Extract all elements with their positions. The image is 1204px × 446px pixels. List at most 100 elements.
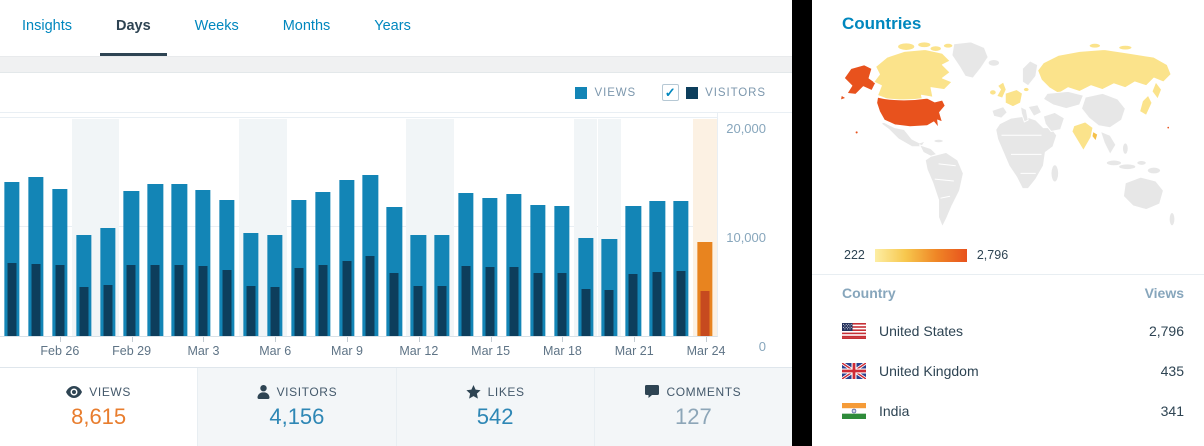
bar-mar-1[interactable] — [143, 113, 167, 336]
bar-mar-4[interactable] — [215, 113, 239, 336]
y-tick-label: 20,000 — [726, 121, 766, 136]
countries-title: Countries — [842, 14, 922, 33]
x-tick — [490, 337, 492, 342]
bar-feb-25[interactable] — [24, 113, 48, 336]
bar-mar-13[interactable] — [430, 113, 454, 336]
country-row-us[interactable]: United States 2,796 — [842, 311, 1184, 351]
summary-label: VIEWS — [66, 385, 131, 399]
bar-mar-2[interactable] — [167, 113, 191, 336]
bar-mar-20[interactable] — [598, 113, 622, 336]
bar-feb-26[interactable] — [48, 113, 72, 336]
x-tick-label: Mar 24 — [686, 344, 726, 358]
bar-feb-28[interactable] — [96, 113, 120, 336]
visitors-bar — [604, 290, 614, 336]
map-india — [1071, 121, 1094, 152]
country-column-header: Country — [842, 285, 896, 301]
bar-feb-29[interactable] — [120, 113, 144, 336]
panel-divider — [792, 0, 812, 446]
chart-legend: VIEWS ✓ VISITORS — [0, 73, 792, 113]
bar-feb-27[interactable] — [72, 113, 96, 336]
visitors-checkbox[interactable]: ✓ — [662, 84, 680, 101]
bar-mar-16[interactable] — [502, 113, 526, 336]
bar-mar-5[interactable] — [239, 113, 263, 336]
bar-mar-8[interactable] — [311, 113, 335, 336]
map-canada — [873, 49, 953, 104]
visitors-bar — [676, 271, 686, 336]
tab-days[interactable]: Days — [99, 0, 167, 56]
bar-mar-14[interactable] — [454, 113, 478, 336]
visitors-bar — [198, 266, 208, 336]
summary-value: 127 — [675, 403, 712, 429]
country-row-gb[interactable]: United Kingdom 435 — [842, 351, 1184, 391]
tab-years[interactable]: Years — [374, 18, 411, 34]
bar-mar-23[interactable] — [669, 113, 693, 336]
visitors-bar — [342, 261, 352, 336]
map-united-kingdom — [996, 81, 1007, 99]
x-tick — [275, 337, 277, 342]
visitors-bar — [246, 286, 256, 336]
x-tick — [347, 337, 349, 342]
y-tick-label: 10,000 — [726, 230, 766, 245]
x-tick-label: Mar 15 — [471, 344, 511, 358]
visitors-bar — [150, 265, 160, 336]
summary-label: COMMENTS — [645, 385, 741, 399]
bar-mar-22[interactable] — [645, 113, 669, 336]
visitors-swatch-icon — [686, 86, 699, 99]
summary-value: 4,156 — [269, 403, 325, 429]
summary-tab-comments[interactable]: COMMENTS 127 — [593, 368, 792, 446]
bar-mar-3[interactable] — [191, 113, 215, 336]
x-tick-label: Feb 26 — [40, 344, 80, 358]
visitors-bar — [437, 286, 447, 336]
visitors-bar — [222, 270, 232, 336]
x-tick — [131, 337, 133, 342]
bar-mar-7[interactable] — [287, 113, 311, 336]
countries-panel: Countries — [812, 0, 1204, 446]
bar-mar-11[interactable] — [382, 113, 406, 336]
bar-mar-6[interactable] — [263, 113, 287, 336]
in-flag-icon — [842, 403, 879, 419]
bar-mar-24[interactable] — [693, 113, 717, 336]
visitors-bar — [318, 265, 328, 336]
tab-months[interactable]: Months — [282, 18, 331, 34]
x-tick-label: Mar 6 — [259, 344, 292, 358]
countries-table-header: Country Views — [842, 275, 1184, 311]
bar-mar-17[interactable] — [526, 113, 550, 336]
y-tick-label: 0 — [758, 339, 766, 354]
legend-max-value: 2,796 — [976, 248, 1009, 262]
visitors-bar — [557, 273, 567, 336]
x-tick-label: Mar 12 — [399, 344, 439, 358]
visitors-bar — [31, 264, 41, 336]
map-greenland — [951, 41, 989, 79]
summary-tab-likes[interactable]: LIKES 542 — [395, 368, 594, 446]
bar-mar-10[interactable] — [359, 113, 383, 336]
visitors-bar — [103, 285, 113, 336]
bar-mar-9[interactable] — [335, 113, 359, 336]
country-row-in[interactable]: India 341 — [842, 391, 1184, 431]
visitors-bar — [700, 291, 710, 336]
map-australia — [1122, 176, 1164, 211]
gridline — [0, 226, 717, 227]
bar-mar-19[interactable] — [574, 113, 598, 336]
tab-insights[interactable]: Insights — [22, 18, 72, 34]
map-japan — [1139, 94, 1153, 116]
legend-views: VIEWS — [575, 86, 636, 99]
bar-mar-21[interactable] — [621, 113, 645, 336]
bar-mar-12[interactable] — [406, 113, 430, 336]
tab-weeks[interactable]: Weeks — [194, 18, 239, 34]
legend-min-value: 222 — [844, 248, 865, 262]
bar-feb-24[interactable] — [0, 113, 24, 336]
stats-panel: Insights Days Weeks Months Years VIEWS ✓ VIS… — [0, 0, 792, 446]
summary-tab-visitors[interactable]: VISITORS 4,156 — [197, 368, 396, 446]
summary-label-text: COMMENTS — [666, 384, 742, 399]
bar-mar-15[interactable] — [478, 113, 502, 336]
x-tick — [59, 337, 61, 342]
country-views: 341 — [1160, 403, 1184, 419]
summary-value: 8,615 — [71, 403, 127, 429]
views-column-header: Views — [1144, 285, 1184, 301]
summary-label-text: VISITORS — [276, 384, 338, 399]
summary-tab-views[interactable]: VIEWS 8,615 — [0, 368, 198, 446]
world-map[interactable] — [828, 40, 1194, 242]
bar-mar-18[interactable] — [550, 113, 574, 336]
bar-chart: 20,000 10,000 0 — [0, 113, 792, 354]
summary-label-text: LIKES — [487, 384, 525, 399]
